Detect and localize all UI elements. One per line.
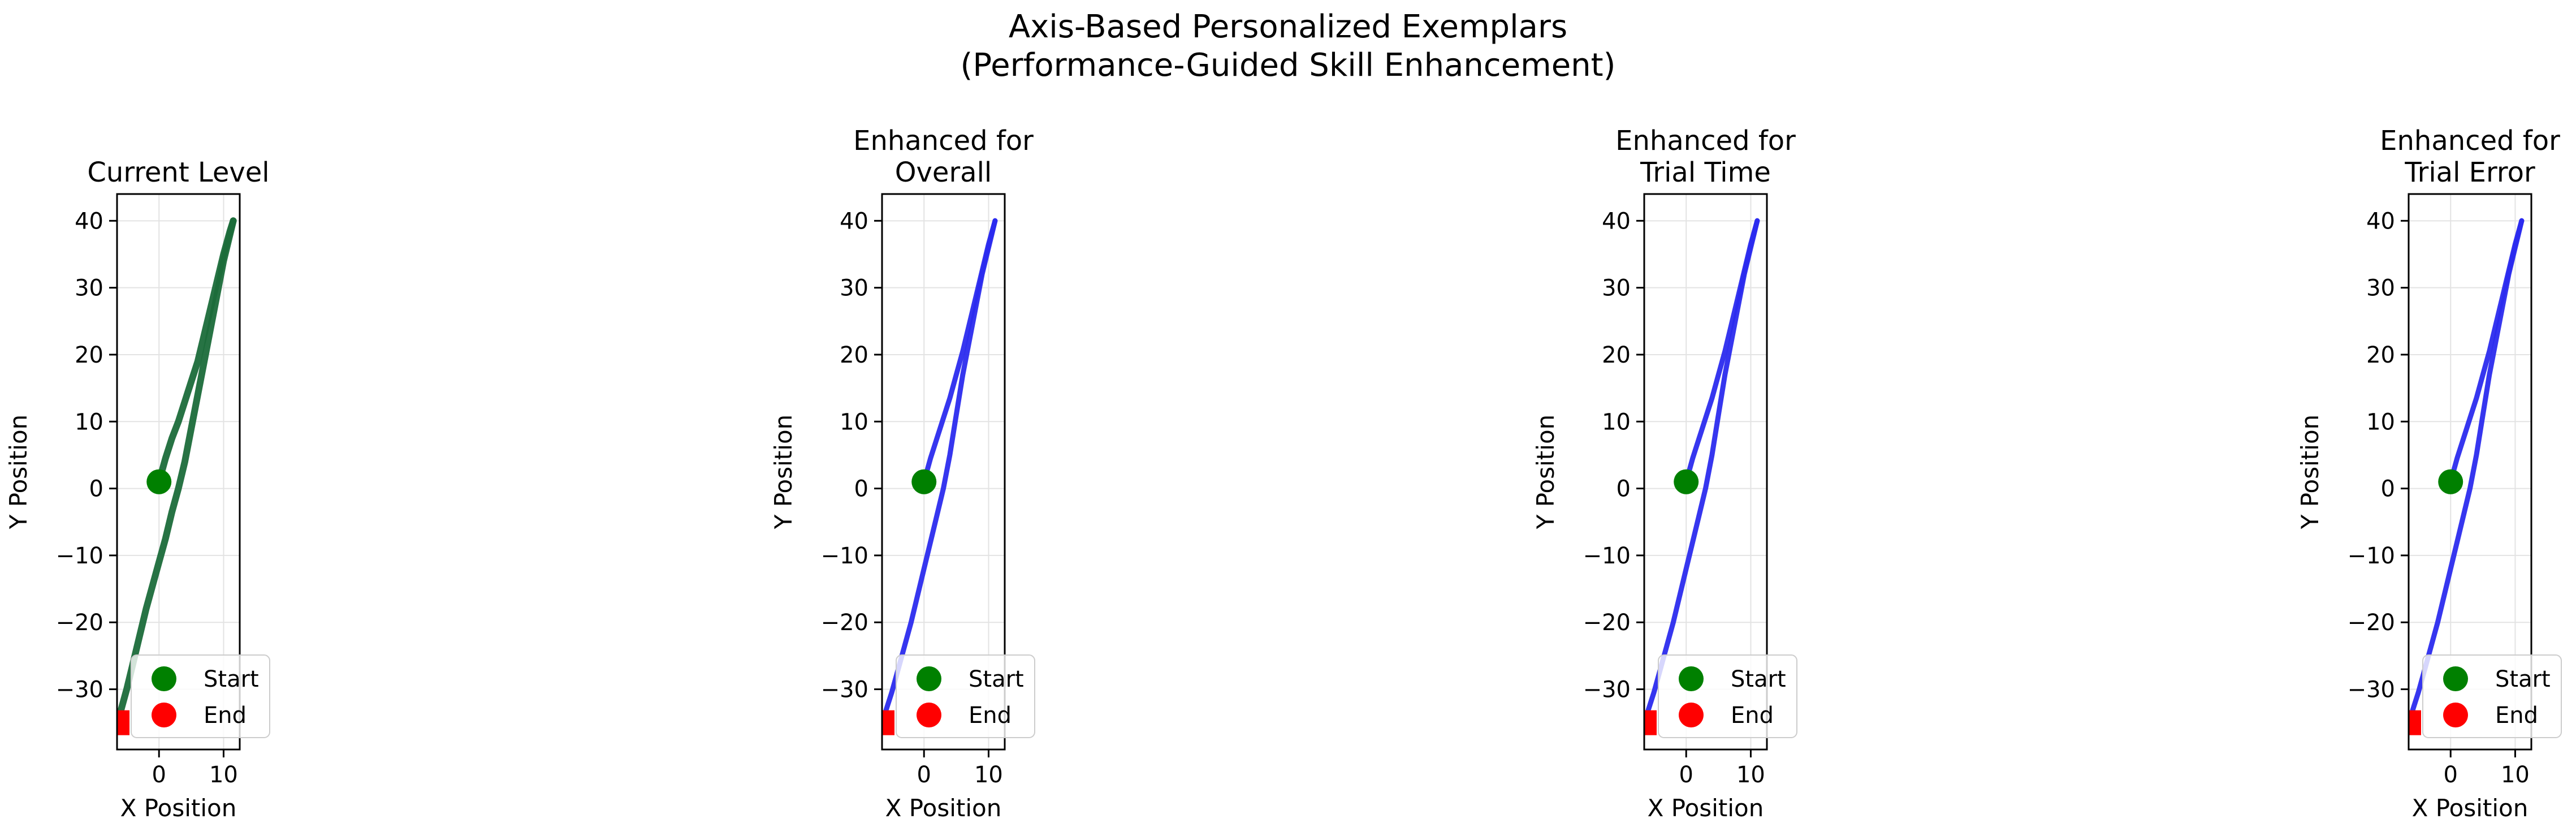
- figure-title-line-1: Axis-Based Personalized Exemplars: [1008, 8, 1568, 45]
- legend-start-marker: [1679, 666, 1704, 691]
- end-marker: [882, 710, 894, 735]
- legend-start-marker: [2443, 666, 2468, 691]
- subplot-title: Enhanced for: [2380, 125, 2560, 157]
- y-tick-label: 30: [2366, 275, 2395, 301]
- trajectory-line-2: [1644, 218, 1760, 726]
- legend: Start End: [2422, 654, 2562, 738]
- figure-title-line-2: (Performance-Guided Skill Enhancement): [960, 47, 1616, 84]
- subplot-title: Enhanced for: [853, 125, 1034, 157]
- subplot-title: Current Level: [87, 157, 269, 188]
- subplot-1: 0 10 −30 −20 −10 0 10 20 30 40 X Position Y Positio…: [5, 157, 270, 822]
- y-tick-label: 40: [1602, 208, 1631, 234]
- x-axis-label: X Position: [885, 794, 1002, 822]
- y-tick-label: 40: [840, 208, 868, 234]
- end-marker: [1644, 710, 1657, 735]
- legend-start-marker: [152, 666, 176, 691]
- y-tick-label: −10: [2348, 543, 2395, 569]
- y-tick-label: −30: [56, 677, 103, 703]
- y-tick-label: 30: [1602, 275, 1631, 301]
- x-axis-label: X Position: [2412, 794, 2529, 822]
- y-tick-label: −10: [821, 543, 868, 569]
- y-tick-label: −20: [56, 610, 103, 636]
- end-marker: [117, 710, 129, 735]
- legend-entry: End: [204, 703, 247, 729]
- y-tick-label: −30: [2348, 677, 2395, 703]
- legend-end-marker: [2443, 703, 2468, 727]
- legend-entry: End: [969, 703, 1012, 729]
- y-tick-label: 0: [854, 476, 868, 502]
- start-marker: [1674, 469, 1699, 494]
- legend-entry: Start: [1731, 666, 1786, 692]
- legend-end-marker: [917, 703, 941, 727]
- x-tick-label: 0: [1679, 762, 1693, 788]
- y-tick-label: −30: [1583, 677, 1631, 703]
- y-tick-label: 20: [1602, 342, 1631, 368]
- legend-entry: Start: [2495, 666, 2551, 692]
- axes-frame: [2408, 193, 2532, 751]
- subplot-title: Trial Time: [1640, 157, 1771, 188]
- y-axis-label: Y Position: [770, 415, 797, 530]
- y-tick-label: 40: [2366, 208, 2395, 234]
- y-tick-label: −30: [821, 677, 868, 703]
- y-tick-label: 20: [840, 342, 868, 368]
- y-tick-label: −10: [56, 543, 103, 569]
- x-tick-label: 10: [974, 762, 1003, 788]
- legend-entry: End: [2495, 703, 2538, 729]
- subplot-title: Trial Error: [2404, 157, 2535, 188]
- legend: Start End: [1658, 654, 1797, 738]
- y-tick-label: 10: [1602, 409, 1631, 435]
- x-tick-label: 0: [152, 762, 166, 788]
- y-tick-label: −20: [1583, 610, 1631, 636]
- legend-entry: End: [1731, 703, 1774, 729]
- y-tick-label: 10: [840, 409, 868, 435]
- legend-end-marker: [1679, 703, 1704, 727]
- trajectory-line-2: [117, 217, 237, 726]
- legend-entry: Start: [969, 666, 1024, 692]
- axes-frame: [881, 193, 1006, 751]
- y-tick-label: 10: [75, 409, 103, 435]
- legend-end-marker: [152, 703, 176, 727]
- x-axis-label: X Position: [120, 794, 237, 822]
- start-marker: [2438, 469, 2463, 494]
- y-tick-label: 30: [840, 275, 868, 301]
- x-tick-label: 0: [917, 762, 931, 788]
- trajectory-line-2: [2409, 218, 2525, 726]
- y-axis-label: Y Position: [5, 415, 32, 530]
- x-tick-label: 10: [2501, 762, 2530, 788]
- y-tick-label: 0: [89, 476, 103, 502]
- start-marker: [146, 469, 172, 494]
- subplot-4: 0 10 −30 −20 −10 0 10 20 30 40 X Position Y Positio…: [2296, 125, 2562, 822]
- subplot-3: 0 10 −30 −20 −10 0 10 20 30 40 X Position Y Positio…: [1532, 125, 1797, 822]
- y-tick-label: 10: [2366, 409, 2395, 435]
- subplot-title: Overall: [895, 157, 992, 188]
- figure-title: Axis-Based Personalized Exemplars (Perfo…: [0, 8, 2576, 85]
- y-tick-label: 20: [75, 342, 103, 368]
- y-tick-label: −20: [821, 610, 868, 636]
- y-tick-label: 20: [2366, 342, 2395, 368]
- y-axis-label: Y Position: [2296, 415, 2324, 530]
- x-axis-label: X Position: [1648, 794, 1764, 822]
- y-tick-label: 30: [75, 275, 103, 301]
- y-tick-label: −20: [2348, 610, 2395, 636]
- end-marker: [2409, 710, 2421, 735]
- y-tick-label: 0: [2381, 476, 2395, 502]
- legend: Start End: [131, 654, 270, 738]
- legend-start-marker: [917, 666, 941, 691]
- legend-entry: Start: [204, 666, 259, 692]
- axes-frame: [116, 193, 241, 751]
- y-tick-label: 40: [75, 208, 103, 234]
- y-tick-label: −10: [1583, 543, 1631, 569]
- x-tick-label: 10: [209, 762, 238, 788]
- legend: Start End: [896, 654, 1035, 738]
- start-marker: [911, 469, 937, 494]
- axes-frame: [1643, 193, 1768, 751]
- subplot-2: 0 10 −30 −20 −10 0 10 20 30 40 X Position Y Positio…: [770, 125, 1035, 822]
- subplot-title: Enhanced for: [1615, 125, 1796, 157]
- y-axis-label: Y Position: [1532, 415, 1559, 530]
- x-tick-label: 0: [2444, 762, 2458, 788]
- y-tick-label: 0: [1617, 476, 1631, 502]
- x-tick-label: 10: [1736, 762, 1765, 788]
- trajectory-line-2: [882, 218, 998, 726]
